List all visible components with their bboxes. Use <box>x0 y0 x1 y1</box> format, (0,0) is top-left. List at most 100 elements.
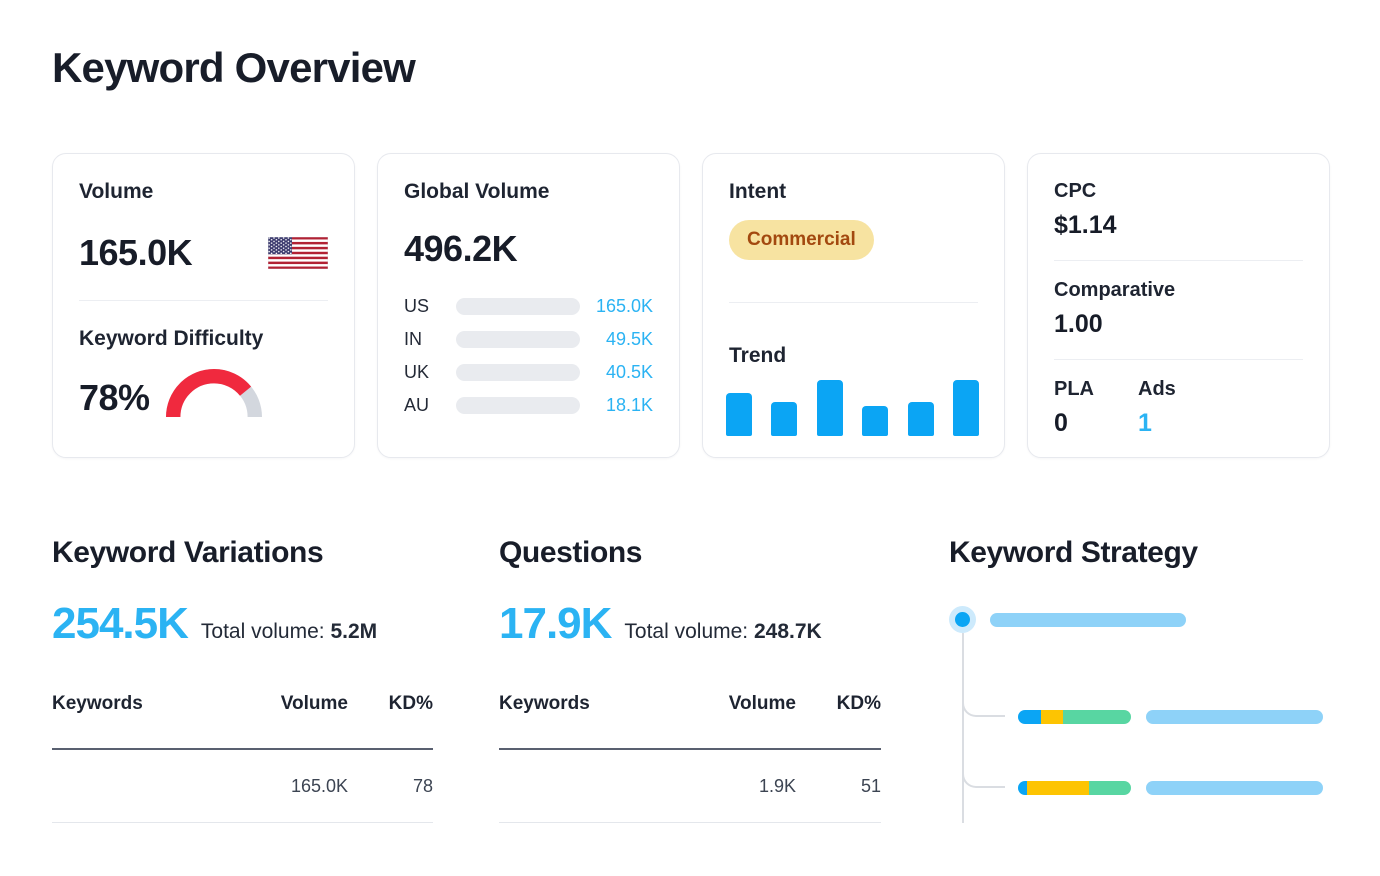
tree-branch-connector <box>962 761 1005 788</box>
table-row[interactable]: 1.9K 51 <box>499 750 881 823</box>
country-volume-bar <box>456 297 580 315</box>
country-volume-bar <box>456 330 580 348</box>
branch-topic-bar <box>1146 780 1323 795</box>
trend-bar <box>771 401 798 436</box>
pill-yellow-segment <box>1040 709 1064 724</box>
volume-cell: 165.0K <box>290 775 348 796</box>
keyword-variations-section: Keyword Variations 254.5K Total volume: … <box>52 536 433 823</box>
kd-cell: 51 <box>860 775 881 796</box>
country-volume-value: 40.5K <box>605 361 653 382</box>
branch-topic-bar <box>1146 709 1323 724</box>
trend-bar <box>816 380 843 436</box>
volume-title: Volume <box>79 180 154 203</box>
table-header-rule <box>499 747 881 750</box>
keywords-column-header: Keywords <box>499 693 590 715</box>
questions-title: Questions <box>499 536 643 569</box>
comparative-value: 1.00 <box>1054 309 1103 338</box>
ads-value[interactable]: 1 <box>1138 408 1152 437</box>
global-volume-card: Global Volume 496.2K US 165.0K IN 49.5K … <box>377 153 680 458</box>
pla-label: PLA <box>1054 377 1094 400</box>
trend-bar <box>862 405 889 436</box>
variations-count: 254.5K <box>52 598 189 648</box>
volume-value-row: 165.0K <box>79 232 328 273</box>
cpc-label: CPC <box>1054 180 1097 202</box>
intent-badge: Commercial <box>729 220 874 260</box>
intent-title: Intent <box>729 180 787 203</box>
keyword-strategy-tree <box>949 605 1330 846</box>
country-label: US <box>404 295 430 316</box>
country-volume-row: IN 49.5K <box>404 327 653 352</box>
kd-cell: 78 <box>412 775 433 796</box>
root-node-dot <box>955 611 970 627</box>
card-divider <box>79 299 328 301</box>
global-volume-value: 496.2K <box>404 228 518 270</box>
table-header-rule <box>52 747 433 750</box>
variations-table-header: Keywords Volume KD% <box>52 693 433 715</box>
country-volume-bar <box>456 396 580 414</box>
difficulty-gauge <box>165 368 262 417</box>
intent-card: Intent Commercial Trend <box>702 153 1005 458</box>
country-label: UK <box>404 361 430 382</box>
questions-table-header: Keywords Volume KD% <box>499 693 881 715</box>
tree-branch-connector <box>962 690 1005 717</box>
ads-block: Ads 1 <box>1138 378 1222 438</box>
pill-blue-segment <box>1018 709 1041 724</box>
country-volume-bar <box>456 363 580 381</box>
pill-blue-segment <box>1018 780 1028 795</box>
us-flag-icon <box>268 236 328 269</box>
card-divider <box>1054 358 1303 360</box>
trend-bar <box>726 392 752 436</box>
ads-label: Ads <box>1138 377 1176 400</box>
country-label: IN <box>404 328 422 349</box>
pill-green-segment <box>1089 780 1131 795</box>
branch-intent-pill <box>1018 780 1131 795</box>
table-row[interactable]: 165.0K 78 <box>52 750 433 823</box>
country-volume-row: UK 40.5K <box>404 360 653 385</box>
questions-section: Questions 17.9K Total volume: 248.7K Key… <box>499 536 881 823</box>
variations-title: Keyword Variations <box>52 536 324 569</box>
pla-value: 0 <box>1054 408 1068 437</box>
variations-total: Total volume: 5.2M <box>200 619 378 643</box>
card-divider <box>729 302 978 303</box>
trend-bar <box>952 380 979 436</box>
country-volume-row: AU 18.1K <box>404 393 653 418</box>
tree-trunk-line <box>962 632 964 823</box>
kd-column-header: KD% <box>836 693 881 715</box>
trend-bar <box>907 401 934 436</box>
keywords-column-header: Keywords <box>52 693 143 715</box>
pill-yellow-segment <box>1027 780 1090 795</box>
kd-column-header: KD% <box>388 693 433 715</box>
country-volume-value: 18.1K <box>605 394 653 415</box>
volume-cell: 1.9K <box>758 775 796 796</box>
questions-count: 17.9K <box>499 598 612 648</box>
pill-green-segment <box>1063 709 1131 724</box>
page-title: Keyword Overview <box>52 44 416 91</box>
trend-title: Trend <box>729 344 787 367</box>
volume-column-header: Volume <box>728 693 796 715</box>
branch-intent-pill <box>1018 709 1131 724</box>
keyword-strategy-section: Keyword Strategy <box>949 536 1330 846</box>
strategy-title: Keyword Strategy <box>949 536 1198 569</box>
global-volume-title: Global Volume <box>404 180 550 203</box>
country-volume-row: US 165.0K <box>404 294 653 319</box>
trend-bar-chart <box>726 380 979 436</box>
metric-cards-row: Volume 165.0K <box>52 153 1330 458</box>
pla-ads-row: PLA 0 Ads 1 <box>1054 378 1303 438</box>
country-volume-value: 165.0K <box>595 295 653 316</box>
volume-value: 165.0K <box>79 232 193 274</box>
comparative-label: Comparative <box>1054 278 1176 301</box>
global-volume-list: US 165.0K IN 49.5K UK 40.5K AU 1 <box>404 294 653 418</box>
difficulty-gauge-fill <box>165 368 262 417</box>
questions-count-row: 17.9K Total volume: 248.7K <box>499 599 881 650</box>
root-node-icon <box>949 605 976 633</box>
card-divider <box>1054 259 1303 261</box>
questions-total: Total volume: 248.7K <box>624 619 822 643</box>
cpc-value: $1.14 <box>1054 211 1117 239</box>
keyword-difficulty-row: 78% <box>79 368 328 419</box>
cpc-card: CPC $1.14 Comparative 1.00 PLA 0 Ads 1 <box>1027 153 1330 458</box>
volume-card: Volume 165.0K <box>52 153 355 458</box>
country-label: AU <box>404 394 430 415</box>
volume-column-header: Volume <box>280 693 348 715</box>
country-volume-value: 49.5K <box>605 328 653 349</box>
